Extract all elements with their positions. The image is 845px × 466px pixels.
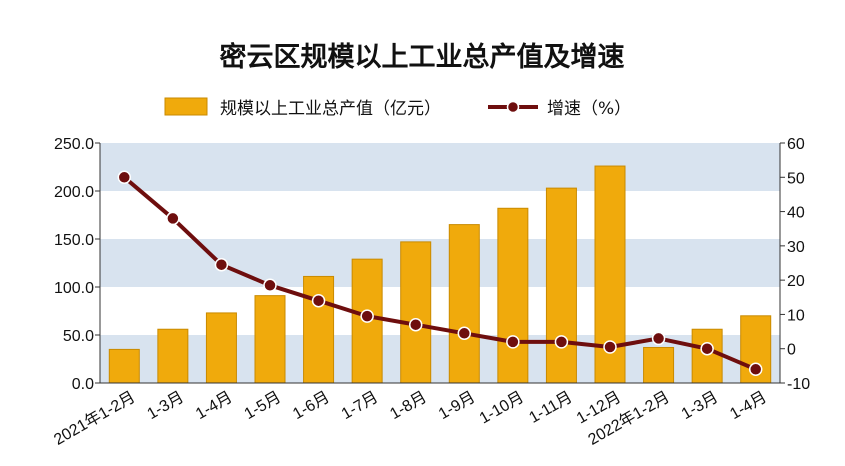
right-tick-label: 20 xyxy=(787,273,805,290)
growth-point xyxy=(311,293,326,308)
right-tick-label: 0 xyxy=(787,342,796,359)
legend-label-bar: 规模以上工业总产值（亿元） xyxy=(220,99,441,119)
legend-swatch-bar xyxy=(164,97,208,116)
growth-point xyxy=(506,335,520,349)
x-tick-label: 2021年1-2月 xyxy=(51,388,139,449)
growth-point xyxy=(408,317,423,332)
x-tick-label: 1-3月 xyxy=(144,389,186,423)
bar xyxy=(643,346,675,384)
bar xyxy=(108,348,140,384)
right-tick-label: 40 xyxy=(787,205,805,222)
bar xyxy=(205,312,237,384)
bar xyxy=(157,328,189,384)
bar xyxy=(691,328,723,384)
grid-band xyxy=(100,239,780,287)
legend-marker xyxy=(506,100,520,114)
growth-point xyxy=(700,341,714,356)
grid-band xyxy=(100,143,780,191)
growth-point xyxy=(651,331,666,346)
right-tick-label: 60 xyxy=(787,136,805,153)
legend-label-line: 增速（%） xyxy=(547,99,631,119)
x-tick-label: 1-6月 xyxy=(290,389,332,423)
bar xyxy=(303,275,335,384)
growth-point xyxy=(748,362,763,377)
growth-point xyxy=(360,309,374,323)
bar xyxy=(254,295,286,384)
bar xyxy=(448,224,480,384)
right-tick-label: -10 xyxy=(787,376,810,393)
left-tick-label: 100.0 xyxy=(54,280,94,297)
x-tick-label: 1-4月 xyxy=(727,389,769,423)
left-tick-label: 50.0 xyxy=(63,328,94,345)
left-tick-label: 150.0 xyxy=(54,232,94,249)
x-tick-label: 1-11月 xyxy=(526,389,575,427)
x-tick-label: 1-9月 xyxy=(436,389,478,423)
right-tick-label: 30 xyxy=(787,239,805,256)
x-tick-label: 1-5月 xyxy=(242,389,284,423)
x-tick-label: 1-10月 xyxy=(477,389,527,428)
growth-point xyxy=(117,170,132,185)
growth-point xyxy=(554,335,569,349)
growth-point xyxy=(214,257,229,272)
bar xyxy=(545,187,577,384)
legend: 规模以上工业总产值（亿元） 增速（%） xyxy=(164,97,631,119)
x-tick-label: 1-8月 xyxy=(387,389,429,423)
left-tick-label: 0.0 xyxy=(72,376,94,393)
bar xyxy=(497,207,529,384)
growth-point xyxy=(457,326,472,341)
left-tick-label: 200.0 xyxy=(54,184,94,201)
right-tick-label: 50 xyxy=(787,170,805,187)
right-tick-label: 10 xyxy=(787,307,805,324)
growth-line xyxy=(122,175,757,372)
growth-point xyxy=(166,211,180,226)
x-tick-label: 1-3月 xyxy=(679,389,721,423)
bar xyxy=(400,241,432,384)
x-tick-label: 1-4月 xyxy=(193,389,235,423)
growth-point xyxy=(603,340,617,354)
x-tick-label: 1-7月 xyxy=(339,389,381,423)
left-tick-label: 250.0 xyxy=(54,136,94,153)
growth-point xyxy=(263,278,277,293)
chart-title: 密云区规模以上工业总产值及增速 xyxy=(220,41,625,73)
